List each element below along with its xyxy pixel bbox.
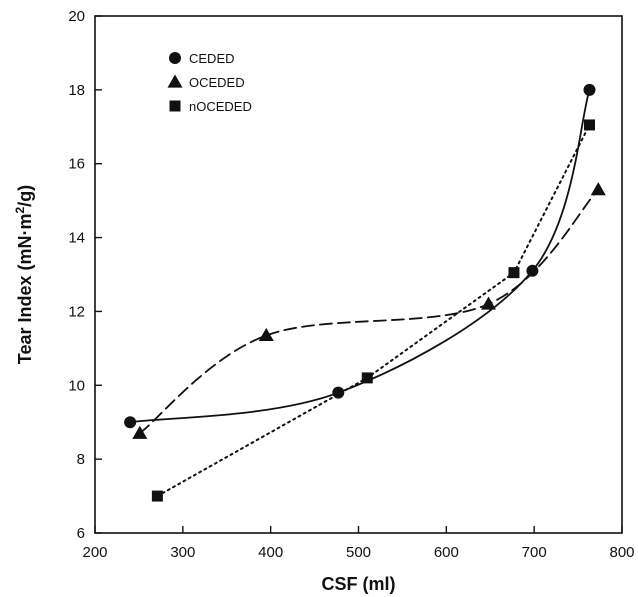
legend: CEDED OCEDED nOCEDED xyxy=(167,51,252,114)
series-line-CEDED xyxy=(129,88,591,424)
series-line-nOCEDED xyxy=(156,123,591,498)
point-nOCEDED-3 xyxy=(584,119,596,131)
point-nOCEDED-0 xyxy=(151,490,163,502)
x-tick-label-400: 400 xyxy=(258,544,283,561)
point-nOCEDED-2 xyxy=(508,267,520,279)
y-tick-label-14: 14 xyxy=(68,230,85,247)
y-tick-label-8: 8 xyxy=(77,451,85,468)
y-tick-label-6: 6 xyxy=(77,525,85,542)
point-CEDED-2 xyxy=(526,264,539,277)
y-axis-title: Tear Index (mN·m2/g) xyxy=(13,185,35,364)
point-CEDED-1 xyxy=(332,386,345,399)
x-tick-label-200: 200 xyxy=(82,544,107,561)
y-axis-title-main: Tear Index (mN·m xyxy=(15,213,35,364)
axis-ticks: 200 300 400 500 600 700 800 6 8 10 12 14 16 18 20 xyxy=(68,8,634,561)
point-OCEDED-0 xyxy=(132,425,148,439)
point-OCEDED-1 xyxy=(258,327,274,342)
plot-border xyxy=(94,15,623,534)
y-axis-title-tail: /g) xyxy=(15,185,35,207)
y-tick-label-12: 12 xyxy=(68,303,85,320)
x-axis-title: CSF (ml) xyxy=(322,574,396,594)
point-OCEDED-3 xyxy=(590,182,606,196)
y-tick-label-20: 20 xyxy=(68,8,85,25)
legend-label-CEDED: CEDED xyxy=(189,51,235,66)
series-line-OCEDED xyxy=(138,188,600,435)
legend-label-OCEDED: OCEDED xyxy=(189,75,245,90)
x-tick-label-800: 800 xyxy=(609,544,634,561)
legend-marker-CEDED xyxy=(169,52,181,64)
legend-label-nOCEDED: nOCEDED xyxy=(189,99,252,114)
y-tick-label-18: 18 xyxy=(68,82,85,99)
legend-marker-nOCEDED xyxy=(169,100,181,112)
point-nOCEDED-1 xyxy=(361,372,373,384)
y-tick-label-10: 10 xyxy=(68,377,85,394)
point-OCEDED-2 xyxy=(480,296,496,310)
series-lines xyxy=(129,88,600,498)
x-tick-label-700: 700 xyxy=(522,544,547,561)
x-tick-label-500: 500 xyxy=(346,544,371,561)
point-CEDED-0 xyxy=(124,416,137,429)
x-tick-label-600: 600 xyxy=(434,544,459,561)
legend-marker-OCEDED xyxy=(167,74,183,88)
series-markers xyxy=(124,83,606,502)
x-tick-label-300: 300 xyxy=(170,544,195,561)
y-tick-label-16: 16 xyxy=(68,156,85,173)
y-axis-title-superscript: 2 xyxy=(13,206,27,213)
point-CEDED-3 xyxy=(583,83,596,96)
plot-frame xyxy=(94,15,623,534)
